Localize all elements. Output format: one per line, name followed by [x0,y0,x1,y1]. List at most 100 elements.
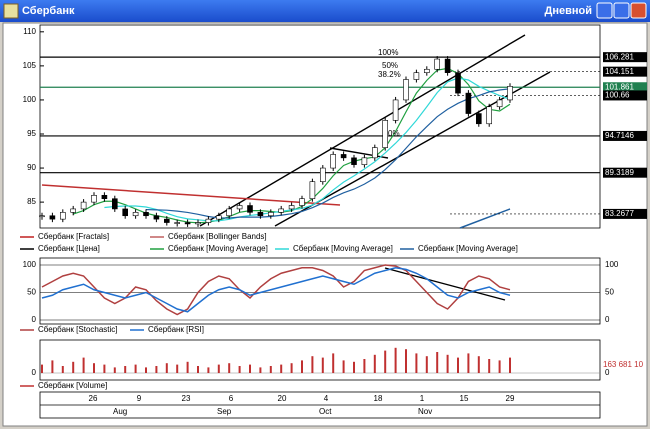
day-label: 9 [137,394,142,403]
candle [132,212,139,217]
legend-label: Сбербанк [Volume] [38,381,107,390]
candle [299,198,305,206]
level-label: 89.3189 [605,168,634,177]
volume-bar [41,364,43,373]
volume-bar [467,353,470,373]
fractal-line [41,184,341,206]
volume-bar [509,357,511,373]
volume-bar [290,363,293,373]
volume-bar [51,360,54,373]
candle [267,212,274,217]
chart-area [2,22,648,427]
maximize-button[interactable] [613,2,630,19]
candle [39,215,45,218]
candle [455,72,461,94]
fib-label: 100% [378,48,398,57]
candle [278,208,285,213]
volume-bar [321,357,324,373]
candle [288,205,295,210]
legend-label: Сбербанк [Stochastic] [38,325,118,334]
y-tick-label: 0 [605,368,610,377]
volume-bar [405,349,407,373]
candle [392,99,399,121]
candle [122,208,128,217]
volume-bar [72,361,75,373]
volume-bar [280,364,283,373]
volume-bar [342,360,345,373]
close-button[interactable] [630,2,647,19]
y-tick-label: 110 [23,27,36,36]
candle [70,208,76,213]
day-label: 20 [278,394,287,403]
y-tick-label: 85 [27,197,36,206]
volume-bar [228,363,231,373]
level-box [603,130,647,141]
volume-bar [415,353,418,373]
level-label: 94.7146 [605,131,634,140]
day-label: 29 [506,394,515,403]
candle [257,212,264,217]
volume-bar [498,360,501,373]
level-box [603,208,647,219]
legend-label: Сбербанк [Moving Average] [418,244,518,253]
panel-borders [39,24,601,419]
candle [309,181,316,200]
y-tick-label: 105 [23,61,37,70]
legend-label: Сбербанк [RSI] [148,325,204,334]
legend-label: Сбербанк [Цена] [38,244,100,253]
month-label: Sep [217,407,232,416]
volume-bar [446,354,449,373]
candle [413,72,420,80]
level-box [603,90,647,101]
volume-axis-label: 163 681 10 [603,360,644,369]
candle [351,157,357,165]
level-box [603,66,647,77]
y-tick-label: 90 [27,163,36,172]
day-label: 26 [89,394,98,403]
oscillator-line [41,266,511,313]
y-tick-label: 0 [605,315,610,324]
legend-label: Сбербанк [Moving Average] [293,244,393,253]
volume-bar [384,350,387,373]
volume-bar [176,364,179,373]
volume-bar [186,361,189,373]
legend-label: Сбербанк [Fractals] [38,232,109,241]
level-box [603,82,647,93]
volume-bar [394,347,397,373]
candle [236,205,243,210]
app-icon [3,3,19,19]
level-label: 106.281 [605,52,634,61]
month-label: Nov [418,407,432,416]
volume-bar [425,356,428,373]
y-tick-label: 0 [32,315,37,324]
candle [174,222,180,224]
day-label: 15 [460,394,469,403]
day-label: 23 [182,394,191,403]
level-label: 100.66 [605,91,630,100]
month-label: Aug [113,407,127,416]
volume-bar [488,359,491,373]
volume-bar [134,364,137,373]
volume-bar [217,364,220,373]
legend-label: Сбербанк [Bollinger Bands] [168,232,267,241]
volume-bar [301,360,303,373]
candle [403,79,409,101]
y-tick-label: 95 [27,129,36,138]
day-label: 4 [324,394,329,403]
ma-segment [459,208,511,229]
month-label: Oct [319,407,332,416]
day-label: 18 [374,394,383,403]
candle [319,167,326,182]
minimize-button[interactable] [596,2,613,19]
candle [143,212,149,217]
level-label: 104.151 [605,67,634,76]
level-box [603,52,647,63]
level-label: 83.2677 [605,209,634,218]
volume-bar [165,363,168,373]
candle [59,212,66,220]
volume-bar [93,363,95,373]
volume-bar [103,364,106,373]
volume-bar [259,367,262,373]
candle [153,215,160,220]
